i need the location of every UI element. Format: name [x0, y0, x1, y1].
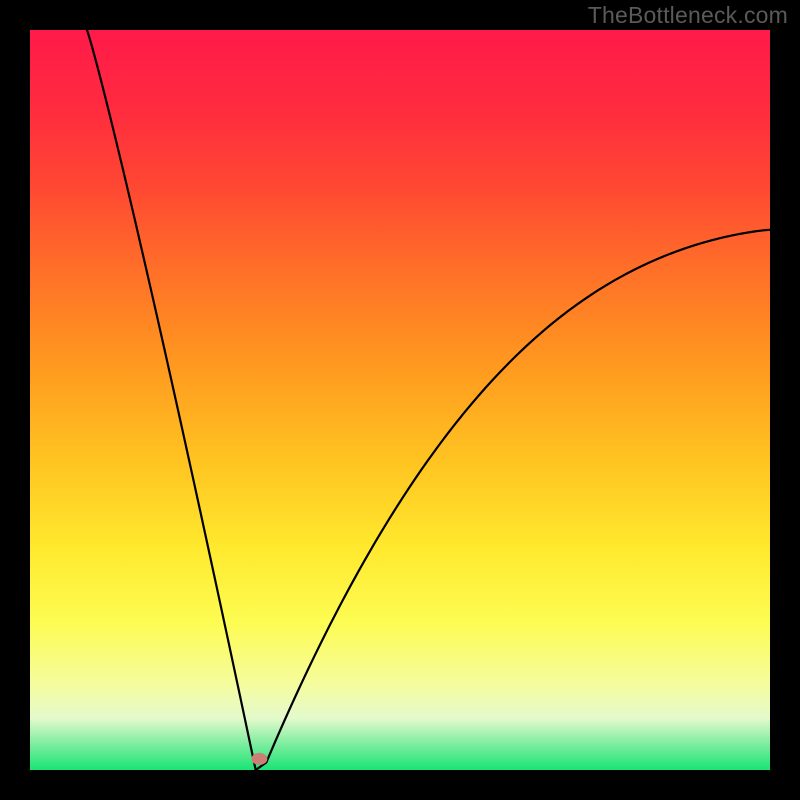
- watermark-text: TheBottleneck.com: [588, 2, 788, 29]
- plot-area: [30, 30, 770, 770]
- chart-frame: TheBottleneck.com: [0, 0, 800, 800]
- bottleneck-chart: [30, 30, 770, 770]
- chart-background: [30, 30, 770, 770]
- optimal-point-marker: [251, 753, 267, 765]
